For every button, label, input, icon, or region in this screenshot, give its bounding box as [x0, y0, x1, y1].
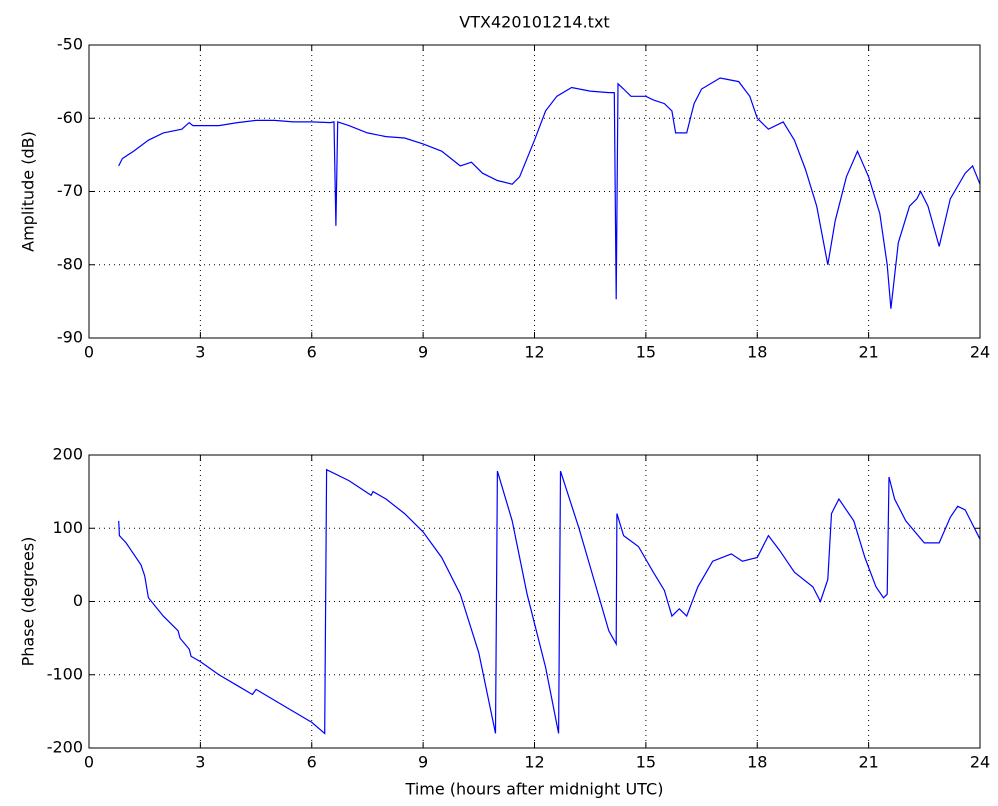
data-line [118, 77, 981, 309]
x-tick-label: 0 [84, 753, 94, 772]
y-axis-label: Amplitude (dB) [19, 131, 38, 252]
chart-title: VTX420101214.txt [459, 13, 609, 32]
x-tick-label: 6 [307, 343, 317, 362]
y-tick-label: -200 [47, 738, 83, 757]
x-tick-label: 15 [636, 753, 656, 772]
x-tick-label: 3 [195, 753, 205, 772]
x-tick-label: 0 [84, 343, 94, 362]
x-tick-label: 12 [524, 343, 544, 362]
y-axis-label: Phase (degrees) [19, 537, 38, 667]
x-axis-label: Time (hours after midnight UTC) [405, 780, 664, 799]
y-tick-label: 100 [52, 518, 83, 537]
y-tick-label: -80 [57, 254, 83, 273]
x-tick-label: 9 [418, 753, 428, 772]
y-tick-label: -60 [57, 108, 83, 127]
x-tick-label: 21 [858, 343, 878, 362]
y-tick-label: -50 [57, 35, 83, 54]
x-tick-label: 15 [636, 343, 656, 362]
x-tick-label: 12 [524, 753, 544, 772]
y-tick-label: 0 [73, 591, 83, 610]
y-tick-label: -90 [57, 328, 83, 347]
x-tick-label: 6 [307, 753, 317, 772]
y-tick-label: 200 [52, 445, 83, 464]
x-tick-label: 21 [858, 753, 878, 772]
y-tick-label: -70 [57, 181, 83, 200]
x-tick-label: 18 [747, 343, 767, 362]
x-tick-label: 18 [747, 753, 767, 772]
x-tick-label: 24 [970, 343, 990, 362]
x-tick-label: 3 [195, 343, 205, 362]
axes-box [88, 44, 981, 339]
y-tick-label: -100 [47, 664, 83, 683]
x-tick-label: 9 [418, 343, 428, 362]
axes-box [88, 454, 981, 749]
x-tick-label: 24 [970, 753, 990, 772]
data-line [118, 468, 981, 735]
